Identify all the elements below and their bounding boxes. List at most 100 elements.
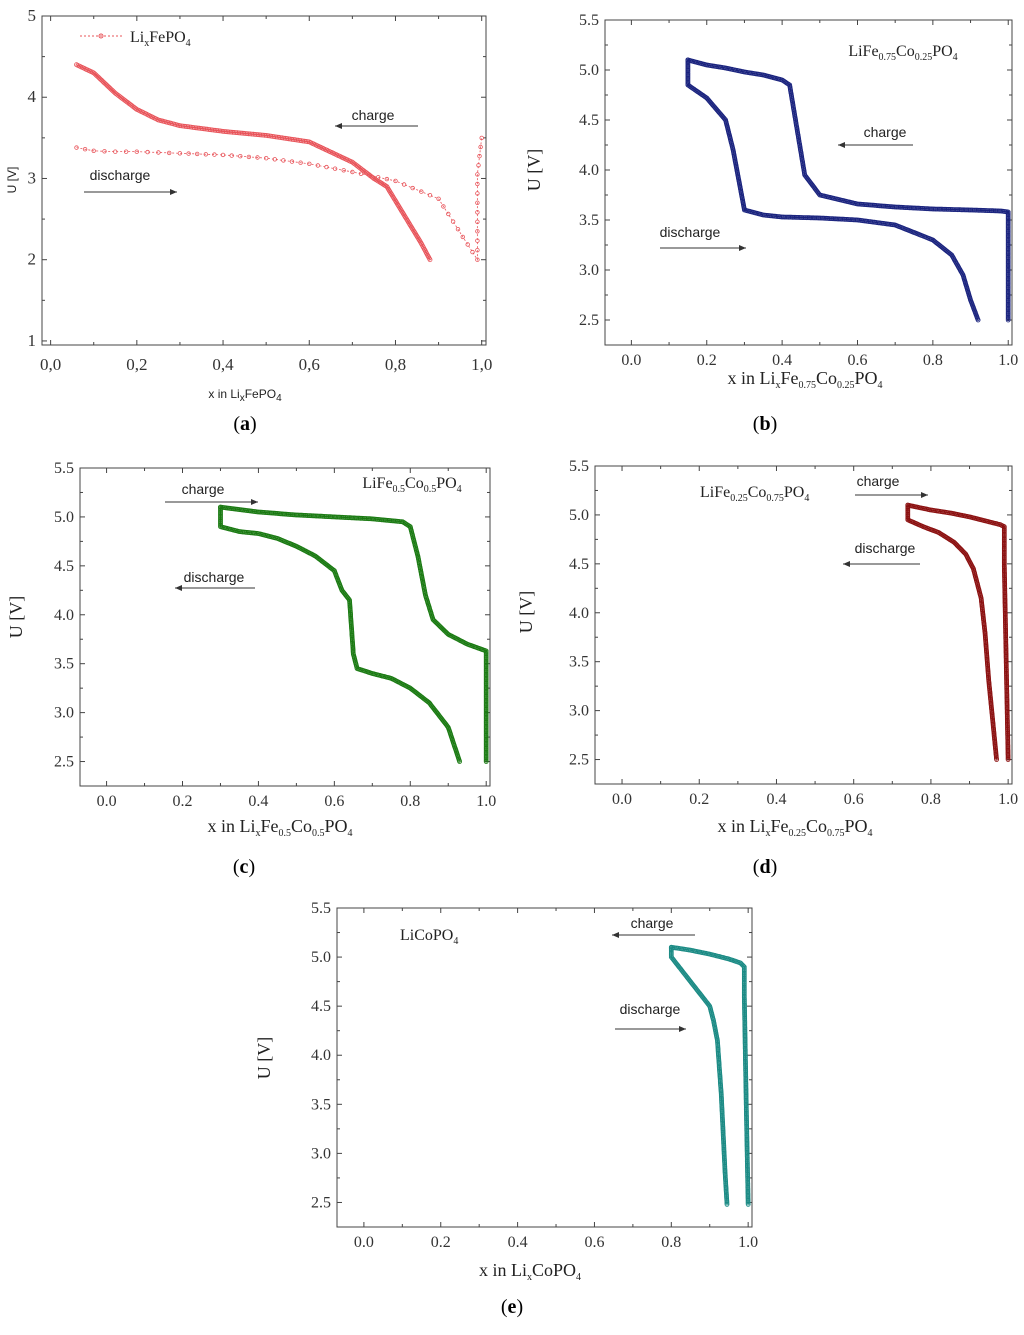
data-point [215,128,221,134]
data-point [191,125,197,130]
panel-label: (e) [501,1296,523,1318]
series-discharge-e [668,944,730,1207]
y-axis-label: U [V] [254,1037,274,1080]
data-point [465,242,470,247]
y-tick-label: 4.0 [569,605,589,622]
y-tick-label: 2.5 [579,312,599,329]
y-axis-label: U [V] [516,591,536,634]
panel-label: (b) [753,413,777,435]
x-tick-label: 0.4 [772,352,792,369]
data-point [207,127,213,133]
chart-title: LiFe0.75Co0.25PO4 [848,43,957,63]
data-point [258,132,264,138]
x-tick-label: 0.6 [324,793,344,810]
data-point [289,136,295,142]
data-point [228,129,234,135]
x-tick-label: 0.0 [97,793,117,810]
data-point [300,138,306,144]
data-point [460,234,465,240]
data-point [475,238,480,243]
y-tick-label: 3.5 [569,654,589,671]
data-point [145,149,150,155]
discharge-arrow [615,1026,686,1032]
annotation-charge: charge [631,915,674,931]
data-point [475,229,480,234]
data-point [239,130,245,136]
x-tick-label: 0.0 [621,352,641,369]
data-point [225,129,231,135]
data-point [238,153,243,159]
data-point [455,226,461,232]
data-point [255,132,261,138]
x-tick-label: 0.2 [689,791,709,808]
data-point [477,153,482,159]
plot-frame-d [594,465,1013,785]
data-point [272,157,277,162]
data-point [113,149,118,154]
panel-label: (c) [233,856,255,878]
data-point [211,127,216,133]
legend-a: LixFePO4 [80,29,191,49]
series-line [76,137,483,262]
data-point [290,137,296,142]
y-tick-label: 4.0 [579,162,599,179]
data-point [254,132,260,137]
y-tick-label: 3.0 [311,1145,331,1162]
data-point [441,204,446,209]
y-tick-label: 5.0 [311,949,331,966]
data-point [427,192,433,198]
data-point [476,163,481,168]
data-point [745,1202,751,1207]
data-point [203,126,208,132]
charge-arrow [612,932,695,938]
x-tick-label: 0,4 [212,355,234,374]
series-line [907,505,998,760]
series-discharge-c [218,504,463,764]
charge-arrow [838,142,913,148]
data-point [193,125,199,131]
discharge-arrow [175,585,255,591]
data-point [350,169,355,175]
y-tick-label: 3.0 [579,262,599,279]
y-tick-label: 3 [28,168,37,187]
chart-panel-d: 2.5 3.0 3.5 4.0 4.5 5.0 5.5 0.0 0.2 0.4 0.6 0.8 1.0 L… [516,458,1018,878]
y-tick-label: 4.5 [579,112,599,129]
y-tick-label: 5.0 [569,507,589,524]
data-point [475,247,480,253]
x-tick-label: 0.2 [173,793,193,810]
data-point [244,131,250,137]
y-tick-label: 5.5 [569,458,589,475]
annotation-discharge: discharge [660,224,721,240]
data-point [475,257,480,262]
data-point [302,138,307,144]
data-point [315,163,321,168]
data-point [384,176,390,182]
x-tick-label: 0.4 [766,791,786,808]
x-tick-label: 0.8 [923,352,943,369]
data-point [230,129,236,135]
data-point [234,130,240,136]
series-charge-b [685,57,1011,323]
data-point [196,125,202,131]
charge-arrow [165,499,258,505]
data-point [478,144,483,150]
chart-panel-c: 2.5 3.0 3.5 4.0 4.5 5.0 5.5 0.0 0.2 0.4 0.6 0.8 1.0 L… [6,460,496,878]
plot-frame-a [41,15,487,346]
data-point [479,135,484,141]
data-point [199,126,205,132]
y-tick-label: 3.5 [579,212,599,229]
data-point [246,154,252,160]
y-tick-label: 4 [28,87,37,106]
panel-label: (d) [753,856,777,878]
y-tick-label: 2 [28,250,37,269]
y-tick-label: 4.0 [311,1047,331,1064]
series-discharge-b [685,57,981,323]
data-point [297,138,303,143]
charge-arrow [335,123,418,129]
data-point [305,139,311,145]
annotation-discharge: discharge [855,540,916,556]
x-tick-label: 1.0 [998,791,1018,808]
data-point [286,136,291,142]
data-point [475,219,480,224]
data-point [179,123,184,129]
